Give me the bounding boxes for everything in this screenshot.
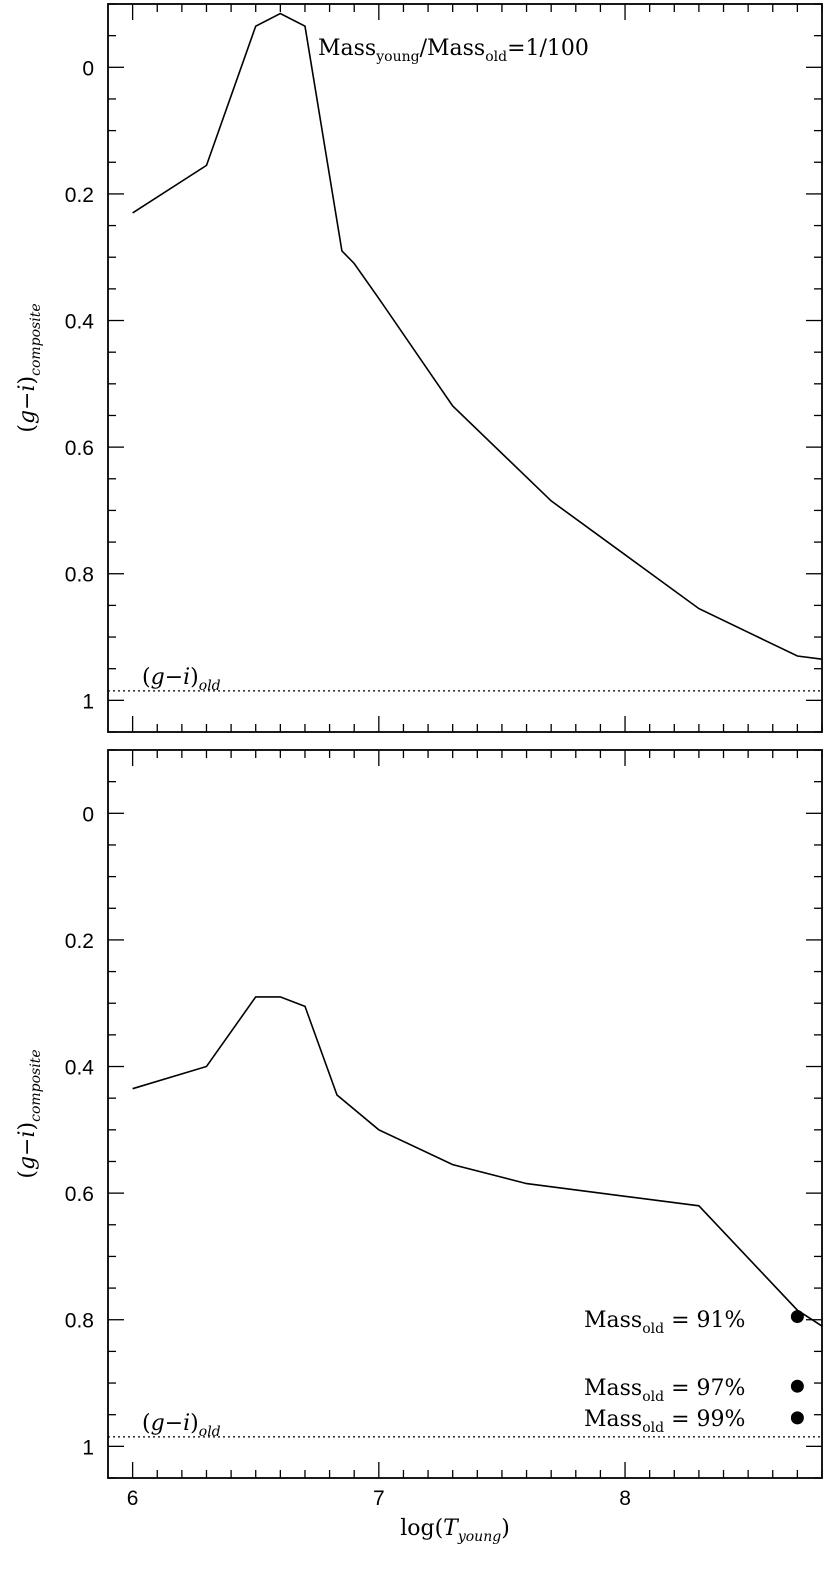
bottom-reference-label: (g−i)old <box>142 1411 221 1440</box>
y-tick-label: 0.4 <box>65 1057 95 1080</box>
top-panel-frame <box>107 3 823 733</box>
point-label-99-base: Mass <box>584 1407 642 1432</box>
bottom-xlabel-pre: log( <box>400 1516 443 1541</box>
y-tick-label: 0.8 <box>65 564 94 587</box>
bottom-ref-open: ( <box>142 1411 151 1436</box>
y-tick-label: 0.4 <box>65 311 95 334</box>
point-label-91: Massold = 91% <box>584 1308 745 1337</box>
bottom-mass-points <box>790 1310 804 1425</box>
y-tick-label: 0.2 <box>65 184 94 207</box>
bottom-xlabel-post: ) <box>501 1516 510 1541</box>
top-annot-tail: =1/100 <box>507 36 589 61</box>
bottom-ref-minus: − <box>165 1411 183 1436</box>
y-tick-label: 0 <box>82 803 94 826</box>
x-tick-label: 8 <box>619 1487 631 1510</box>
y-tick-label: 0.2 <box>65 930 94 953</box>
top-annot-base: Mass <box>318 36 376 61</box>
point-label-91-base: Mass <box>584 1308 642 1333</box>
top-panel: 00.20.40.60.81 (g−i)composite Massyoung/… <box>15 3 823 733</box>
bottom-data-line <box>132 996 823 1327</box>
top-ylabel-close: ) <box>15 376 40 385</box>
bottom-ylabel-close: ) <box>15 1122 40 1131</box>
y-tick-label: 0.8 <box>65 1310 94 1333</box>
top-y-tick-labels: 0 0.2 0.4 0.6 0.8 1 <box>65 57 95 713</box>
top-ylabel-g: g <box>15 410 40 424</box>
top-ylabel-minus: − <box>15 392 40 410</box>
point-label-99-eq: = <box>664 1407 696 1432</box>
point-label-97-sub: old <box>642 1389 664 1405</box>
bottom-x-tick-labels: 6 7 8 <box>127 1487 631 1510</box>
bottom-panel-ticks <box>108 749 823 1479</box>
top-annot-mid: /Mass <box>420 36 486 61</box>
top-ref-i: i <box>183 665 190 690</box>
bottom-ylabel-i: i <box>15 1130 40 1137</box>
bottom-xlabel: log(Tyoung) <box>400 1516 510 1545</box>
top-ylabel: (g−i)composite <box>15 303 44 432</box>
bottom-ylabel-sub: composite <box>28 1049 44 1122</box>
bottom-ylabel-open: ( <box>15 1170 40 1179</box>
bottom-ref-g: g <box>151 1411 165 1436</box>
bottom-ref-close: ) <box>190 1411 199 1436</box>
top-annot-sub1: young <box>375 49 419 65</box>
mass-point <box>790 1310 804 1324</box>
point-label-99: Massold = 99% <box>584 1407 745 1436</box>
top-panel-ticks <box>108 3 823 733</box>
point-label-99-value: 99% <box>697 1407 746 1432</box>
mass-point <box>790 1411 804 1425</box>
top-ref-sub: old <box>199 678 221 694</box>
point-label-97-base: Mass <box>584 1376 642 1401</box>
point-label-91-eq: = <box>664 1308 696 1333</box>
top-ref-g: g <box>151 665 165 690</box>
x-tick-label: 7 <box>373 1487 385 1510</box>
x-tick-label: 6 <box>127 1487 139 1510</box>
bottom-ref-i: i <box>183 1411 190 1436</box>
top-ylabel-open: ( <box>15 424 40 433</box>
top-ylabel-i: i <box>15 384 40 391</box>
y-tick-label: 0.6 <box>65 1183 94 1206</box>
point-label-99-sub: old <box>642 1420 664 1436</box>
y-tick-label: 1 <box>82 690 94 713</box>
top-reference-label: (g−i)old <box>142 665 221 694</box>
bottom-point-labels: Massold = 91% Massold = 97% Massold = 99… <box>584 1308 745 1436</box>
top-ref-minus: − <box>165 665 183 690</box>
bottom-xlabel-T: T <box>443 1516 460 1541</box>
top-ref-close: ) <box>190 665 199 690</box>
point-label-91-value: 91% <box>697 1308 746 1333</box>
bottom-y-tick-labels: 0 0.2 0.4 0.6 0.8 1 <box>65 803 95 1459</box>
top-ref-open: ( <box>142 665 151 690</box>
bottom-ylabel-g: g <box>15 1156 40 1170</box>
point-label-97-value: 97% <box>697 1376 746 1401</box>
top-ylabel-sub: composite <box>28 303 44 376</box>
top-mass-ratio-annotation: Massyoung/Massold=1/100 <box>318 36 589 65</box>
mass-point <box>790 1379 804 1393</box>
bottom-panel-frame <box>107 749 823 1479</box>
bottom-ylabel: (g−i)composite <box>15 1049 44 1178</box>
bottom-ylabel-minus: − <box>15 1138 40 1156</box>
bottom-xlabel-sub: young <box>457 1529 501 1545</box>
y-tick-label: 0 <box>82 57 94 80</box>
point-label-91-sub: old <box>642 1321 664 1337</box>
top-annot-sub2: old <box>485 49 507 65</box>
y-tick-label: 0.6 <box>65 437 94 460</box>
point-label-97-eq: = <box>664 1376 696 1401</box>
top-data-line <box>132 12 823 660</box>
bottom-ref-sub: old <box>199 1424 221 1440</box>
y-tick-label: 1 <box>82 1436 94 1459</box>
point-label-97: Massold = 97% <box>584 1376 745 1405</box>
